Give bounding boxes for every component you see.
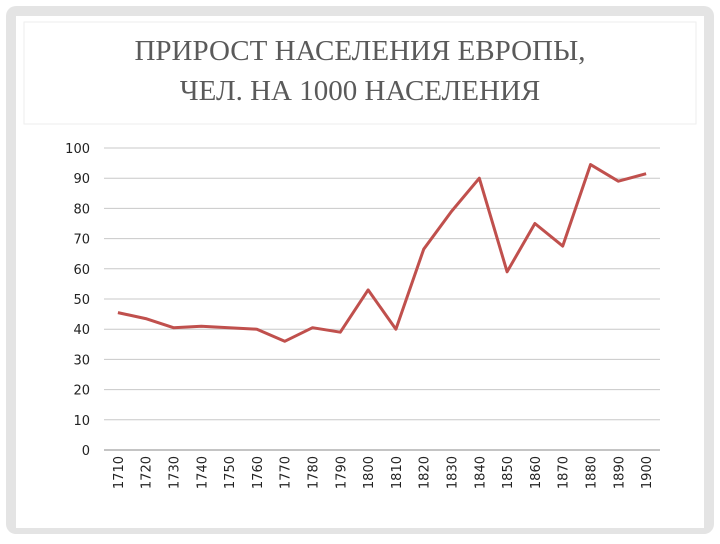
chart-title: ПРИРОСТ НАСЕЛЕНИЯ ЕВРОПЫ, xyxy=(134,35,585,67)
y-tick-label: 60 xyxy=(73,263,90,278)
x-tick-label: 1770 xyxy=(279,456,294,489)
x-tick-label: 1850 xyxy=(501,456,516,489)
y-tick-label: 0 xyxy=(82,444,90,459)
y-tick-label: 10 xyxy=(73,414,90,429)
data-line xyxy=(117,163,647,343)
x-tick-label: 1720 xyxy=(140,456,155,489)
x-tick-label: 1890 xyxy=(612,456,627,489)
title-box xyxy=(23,21,697,125)
x-tick-label: 1750 xyxy=(223,456,238,489)
x-tick-label: 1870 xyxy=(557,456,572,489)
x-tick-label: 1860 xyxy=(529,456,544,489)
y-tick-label: 100 xyxy=(65,142,90,157)
x-tick-label: 1790 xyxy=(334,456,349,489)
x-tick-label: 1710 xyxy=(112,456,127,489)
x-tick-label: 1760 xyxy=(251,456,266,489)
y-tick-label: 80 xyxy=(73,202,90,217)
x-tick-label: 1800 xyxy=(362,456,377,489)
y-tick-label: 90 xyxy=(73,172,90,187)
x-tick-label: 1730 xyxy=(168,456,183,489)
y-tick-label: 70 xyxy=(73,233,90,248)
y-tick-label: 30 xyxy=(73,353,90,368)
x-tick-label: 1810 xyxy=(390,456,405,489)
x-tick-label: 1880 xyxy=(585,456,600,489)
y-tick-label: 40 xyxy=(73,323,90,338)
x-tick-label: 1740 xyxy=(195,456,210,489)
x-tick-label: 1840 xyxy=(473,456,488,489)
y-tick-label: 50 xyxy=(73,293,90,308)
x-tick-label: 1900 xyxy=(640,456,655,489)
y-tick-label: 20 xyxy=(73,384,90,399)
x-tick-label: 1780 xyxy=(307,456,322,489)
x-tick-label: 1820 xyxy=(418,456,433,489)
chart-title: ЧЕЛ. НА 1000 НАСЕЛЕНИЯ xyxy=(180,75,540,107)
x-tick-label: 1830 xyxy=(446,456,461,489)
